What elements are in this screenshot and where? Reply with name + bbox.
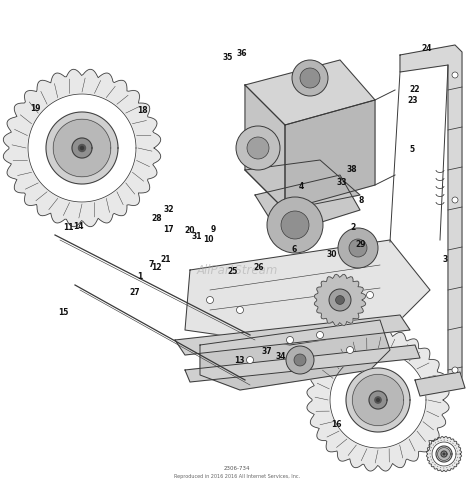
Text: 12: 12 <box>151 263 162 271</box>
Polygon shape <box>436 446 452 462</box>
Polygon shape <box>175 315 410 355</box>
Polygon shape <box>185 240 430 345</box>
Polygon shape <box>53 119 111 177</box>
Circle shape <box>338 228 378 268</box>
Polygon shape <box>369 391 387 409</box>
Text: 3: 3 <box>443 255 448 264</box>
Text: 38: 38 <box>347 165 357 173</box>
Text: 26: 26 <box>253 263 264 271</box>
Text: 16: 16 <box>331 420 342 429</box>
Polygon shape <box>346 368 410 432</box>
Text: 11: 11 <box>64 223 74 232</box>
Text: 19: 19 <box>30 104 41 113</box>
Text: 13: 13 <box>234 356 245 365</box>
Text: AllPartStream: AllPartStream <box>196 264 278 276</box>
Polygon shape <box>255 175 360 235</box>
Circle shape <box>267 197 323 253</box>
Text: 8: 8 <box>358 196 364 205</box>
Circle shape <box>317 332 323 339</box>
Polygon shape <box>330 352 426 448</box>
Circle shape <box>377 399 379 401</box>
Text: 4: 4 <box>298 182 304 191</box>
Text: 33: 33 <box>336 178 346 187</box>
Polygon shape <box>245 60 375 125</box>
Circle shape <box>207 296 213 303</box>
Polygon shape <box>285 100 375 210</box>
Text: 28: 28 <box>151 214 162 222</box>
Text: 2306-734: 2306-734 <box>224 466 250 470</box>
Text: 22: 22 <box>410 85 420 94</box>
Circle shape <box>79 145 85 151</box>
Polygon shape <box>307 329 449 471</box>
Circle shape <box>346 281 354 289</box>
Polygon shape <box>415 372 465 396</box>
Text: 34: 34 <box>275 352 286 361</box>
Text: 24: 24 <box>421 44 432 52</box>
Text: 5: 5 <box>410 145 415 154</box>
Polygon shape <box>245 85 285 210</box>
Circle shape <box>246 357 254 364</box>
Circle shape <box>452 72 458 78</box>
Text: 9: 9 <box>210 225 216 234</box>
Polygon shape <box>438 447 450 461</box>
Polygon shape <box>245 160 360 210</box>
Polygon shape <box>352 374 403 426</box>
Text: Reproduced in 2016 2016 All Internet Services, Inc.: Reproduced in 2016 2016 All Internet Ser… <box>174 473 300 479</box>
Circle shape <box>236 126 280 170</box>
Polygon shape <box>400 45 462 388</box>
Polygon shape <box>28 94 136 202</box>
Text: 7: 7 <box>149 260 155 269</box>
Text: 15: 15 <box>58 308 68 317</box>
Circle shape <box>336 295 345 304</box>
Polygon shape <box>427 437 462 471</box>
Polygon shape <box>72 138 92 158</box>
Circle shape <box>349 239 367 257</box>
Text: 14: 14 <box>73 222 83 231</box>
Circle shape <box>366 292 374 298</box>
Text: 35: 35 <box>222 53 233 62</box>
Circle shape <box>286 337 293 343</box>
Text: 23: 23 <box>407 96 418 105</box>
Circle shape <box>294 354 306 366</box>
Text: 32: 32 <box>163 205 173 214</box>
Polygon shape <box>441 451 447 457</box>
Text: 37: 37 <box>262 347 272 356</box>
Circle shape <box>329 289 351 311</box>
Text: 36: 36 <box>237 49 247 58</box>
Text: 29: 29 <box>355 240 365 248</box>
Circle shape <box>286 346 314 374</box>
Polygon shape <box>185 345 420 382</box>
Circle shape <box>237 307 244 314</box>
Text: 27: 27 <box>130 288 140 296</box>
Text: 30: 30 <box>327 250 337 259</box>
Circle shape <box>281 211 309 239</box>
Text: 2: 2 <box>350 223 356 232</box>
Circle shape <box>443 453 445 455</box>
Circle shape <box>247 137 269 159</box>
Text: 17: 17 <box>163 225 173 234</box>
Polygon shape <box>3 69 161 227</box>
Circle shape <box>292 60 328 96</box>
Circle shape <box>81 147 83 149</box>
Polygon shape <box>200 320 390 390</box>
Text: 1: 1 <box>137 272 143 281</box>
Polygon shape <box>432 442 456 466</box>
Text: 6: 6 <box>291 245 297 254</box>
Polygon shape <box>314 274 365 326</box>
Circle shape <box>375 397 381 403</box>
Circle shape <box>452 367 458 373</box>
Text: 20: 20 <box>184 226 195 235</box>
Circle shape <box>452 197 458 203</box>
Circle shape <box>346 346 354 353</box>
Text: 10: 10 <box>203 235 214 244</box>
Text: 25: 25 <box>227 268 237 276</box>
Circle shape <box>300 68 320 88</box>
Text: 18: 18 <box>137 106 147 115</box>
Text: 21: 21 <box>161 255 171 264</box>
Text: 31: 31 <box>191 232 202 241</box>
Polygon shape <box>46 112 118 184</box>
